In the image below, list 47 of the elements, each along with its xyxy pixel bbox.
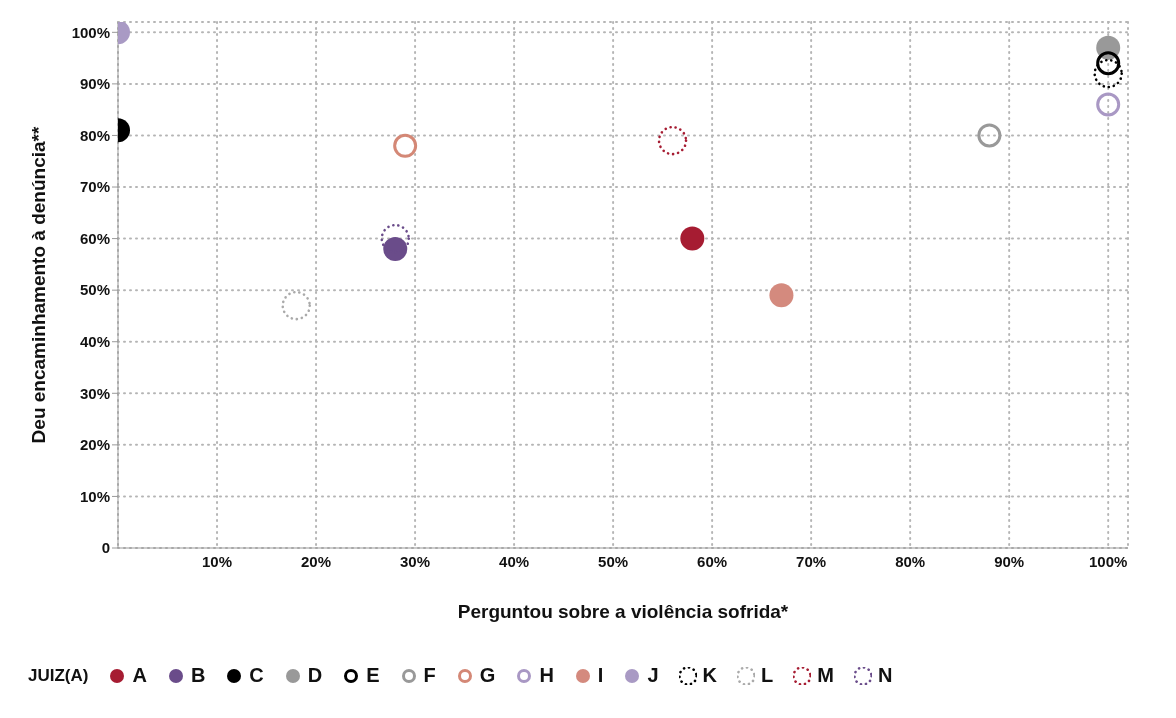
x-axis-title: Perguntou sobre a violência sofrida* <box>457 601 789 622</box>
point <box>977 123 1002 148</box>
point <box>393 133 418 158</box>
legend-label: N <box>877 664 893 687</box>
legend-label: G <box>479 664 496 687</box>
legend-title: JUIZ(A) <box>28 665 89 686</box>
x-tick-label: 30% <box>400 552 431 570</box>
x-tick-label: 70% <box>796 552 827 570</box>
x-tick-label: 100% <box>1089 552 1128 570</box>
y-axis-title: Deu encaminhamento à denúncia** <box>27 126 49 444</box>
point <box>281 290 312 321</box>
x-tick-label: 10% <box>202 552 233 570</box>
y-tick-label: 20% <box>79 436 110 454</box>
point <box>769 283 794 308</box>
point <box>1096 92 1121 117</box>
y-tick-label: 70% <box>79 178 110 196</box>
y-tick-label: 0 <box>101 539 110 557</box>
legend-label: M <box>817 664 834 687</box>
legend-label: A <box>132 664 147 687</box>
legend-label: K <box>702 664 717 687</box>
y-tick-label: 50% <box>79 281 110 299</box>
y-tick-label: 10% <box>79 487 110 505</box>
y-tick-label: 30% <box>79 384 110 402</box>
legend-label: F <box>423 664 436 687</box>
y-tick-label: 60% <box>79 229 110 247</box>
point <box>383 236 408 261</box>
legend-label: J <box>647 664 659 687</box>
y-tick-label: 40% <box>79 333 110 351</box>
x-tick-label: 40% <box>499 552 530 570</box>
x-tick-label: 80% <box>895 552 926 570</box>
point <box>680 226 705 251</box>
legend-label: L <box>760 664 774 687</box>
legend-label: C <box>249 664 264 687</box>
point <box>657 125 688 156</box>
point <box>1093 58 1123 89</box>
x-tick-label: 90% <box>994 552 1025 570</box>
legend-label: H <box>539 664 554 687</box>
legend-label: E <box>366 664 380 687</box>
x-tick-label: 60% <box>697 552 728 570</box>
legend-label: D <box>307 664 323 687</box>
y-tick-label: 100% <box>71 23 110 41</box>
y-tick-label: 90% <box>79 75 110 93</box>
legend-label: I <box>597 664 604 687</box>
legend-label: B <box>190 664 206 687</box>
x-tick-label: 50% <box>598 552 629 570</box>
y-tick-label: 80% <box>79 126 110 144</box>
x-tick-label: 20% <box>301 552 332 570</box>
